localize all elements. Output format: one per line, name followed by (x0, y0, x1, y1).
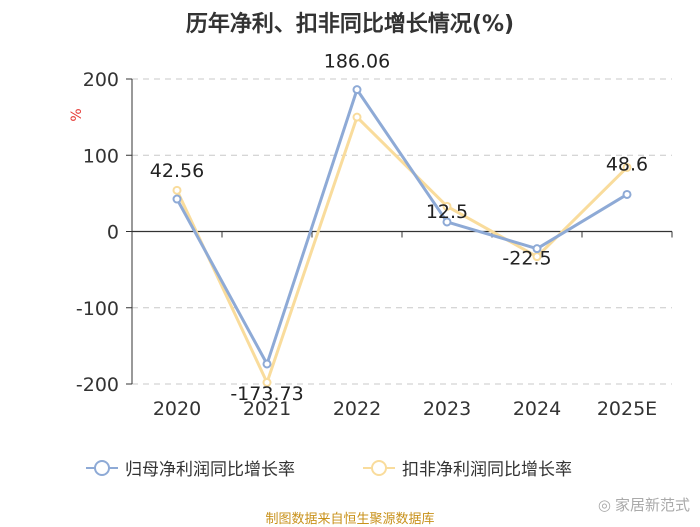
weibo-icon: ◎ (597, 495, 611, 514)
data-source-note: 制图数据来自恒生聚源数据库 (265, 512, 435, 527)
data-point-1 (532, 252, 542, 262)
data-label: 48.6 (606, 153, 648, 175)
y-tick-label: 0 (107, 222, 119, 244)
x-tick-label: 2025E (597, 398, 657, 420)
x-tick-label: 2020 (153, 398, 201, 420)
data-point-1 (442, 201, 452, 211)
series-line-0 (175, 88, 628, 366)
data-point-0 (172, 194, 182, 204)
data-label: 186.06 (324, 51, 390, 73)
data-label: 12.5 (426, 201, 468, 223)
watermark: ◎ 家居新范式 (598, 494, 690, 515)
y-axis-unit: % (69, 108, 85, 121)
chart-title: 历年净利、扣非同比增长情况(%) (185, 12, 515, 37)
legend-item-net-profit[interactable]: 归母净利润同比增长率 (85, 455, 295, 480)
y-tick-label: 200 (83, 69, 119, 91)
data-point-0 (442, 217, 452, 227)
y-tick-label: -100 (76, 298, 119, 320)
data-point-0 (352, 85, 362, 95)
data-point-1 (352, 112, 362, 122)
watermark-text: 家居新范式 (614, 496, 690, 514)
series-line-1 (175, 115, 629, 384)
data-point-1 (172, 185, 182, 195)
legend-label-net-profit: 归母净利润同比增长率 (125, 460, 295, 480)
x-tick-label: 2022 (333, 398, 381, 420)
y-tick-label: 100 (83, 145, 119, 167)
data-label: 42.56 (150, 160, 204, 182)
data-point-1 (262, 377, 272, 387)
data-label: -173.73 (230, 383, 303, 405)
data-point-0 (262, 359, 272, 369)
x-tick-label: 2023 (423, 398, 471, 420)
legend-label-deducted-net-profit: 扣非净利润同比增长率 (402, 460, 572, 480)
legend-line-circle-icon (363, 459, 395, 476)
data-point-0 (622, 189, 632, 199)
x-tick-label: 2024 (513, 398, 561, 420)
legend-line-circle-icon (86, 459, 118, 476)
data-point-0 (532, 244, 542, 254)
x-tick-label: 2021 (243, 398, 291, 420)
y-tick-label: -200 (76, 374, 119, 396)
legend-item-deducted-net-profit[interactable]: 扣非净利润同比增长率 (362, 455, 572, 480)
data-label: -22.5 (502, 248, 551, 270)
data-point-1 (622, 162, 632, 172)
